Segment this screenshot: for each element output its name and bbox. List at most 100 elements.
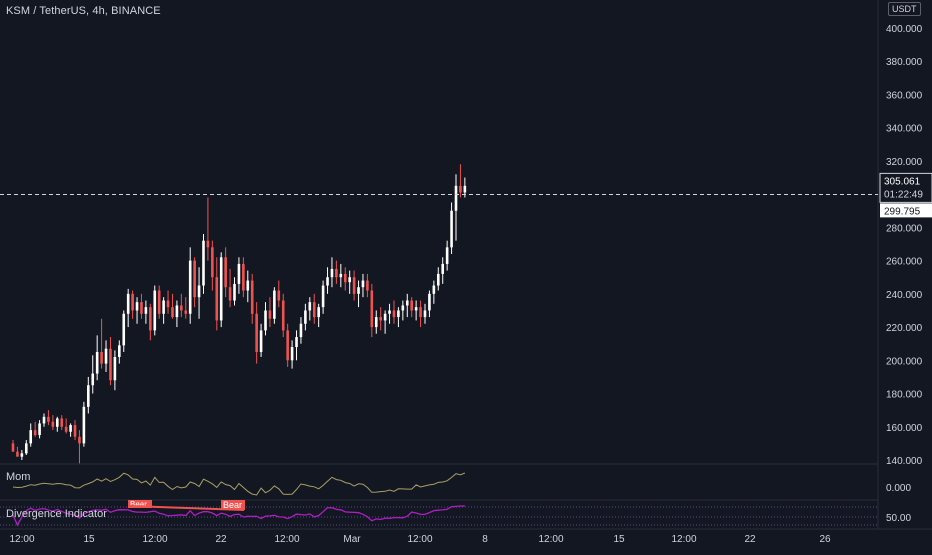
candle-body <box>135 302 139 311</box>
candle-body <box>228 287 232 301</box>
candle-body <box>162 300 165 314</box>
candle-body <box>379 317 382 321</box>
candle-body <box>250 280 254 314</box>
prev-price-label: 299.795 <box>884 206 921 217</box>
x-tick-label: 8 <box>482 534 488 545</box>
candle-body <box>432 285 436 294</box>
candle-body <box>242 263 245 291</box>
y-tick-label: 380.000 <box>886 57 923 68</box>
countdown-label: 01:22:49 <box>884 189 923 200</box>
last-price-box <box>879 172 932 203</box>
candle-body <box>51 421 55 427</box>
candle-body <box>335 268 338 278</box>
candle-body <box>206 240 210 248</box>
candle-body <box>339 273 343 278</box>
candle-body <box>69 425 72 432</box>
candle-body <box>144 307 148 314</box>
candle-body <box>295 337 298 348</box>
y-tick-label: 320.000 <box>886 157 923 168</box>
candle-body <box>441 263 445 274</box>
candle-body <box>370 290 374 328</box>
candle-body <box>312 302 316 318</box>
div-line <box>12 505 465 527</box>
pane-dividers <box>0 0 932 530</box>
x-tick-label: 26 <box>819 534 831 545</box>
candle-body <box>219 257 223 321</box>
candle-body <box>273 290 276 319</box>
bear-tag-1-label: Bear <box>130 500 147 509</box>
candle-body <box>423 310 427 318</box>
candle-body <box>445 247 449 264</box>
candle-body <box>343 273 347 283</box>
candle-body <box>20 453 24 457</box>
div-axis-label: 50.00 <box>886 513 911 524</box>
candle-body <box>202 240 205 286</box>
candle-body <box>348 277 351 283</box>
symbol-title[interactable]: KSM / TetherUS, 4h, BINANCE <box>6 5 161 17</box>
candle-body <box>78 436 81 444</box>
candle-body <box>366 280 369 291</box>
y-tick-label: 180.000 <box>886 390 923 401</box>
candle-body <box>237 263 241 284</box>
candle-body <box>140 302 143 314</box>
candle-body <box>450 210 453 248</box>
candle-body <box>233 283 236 301</box>
y-tick-label: 260.000 <box>886 257 923 268</box>
candle-body <box>414 307 418 311</box>
mom-pane-label[interactable]: Mom <box>6 471 31 483</box>
mom-axis-label: 0.000 <box>886 483 911 494</box>
candle-body <box>153 290 157 331</box>
candle-body <box>73 425 77 437</box>
candle-body <box>374 317 378 328</box>
candle-body <box>264 310 267 331</box>
currency-badge[interactable]: USDT <box>888 2 921 16</box>
x-tick-label: 12:00 <box>407 534 432 545</box>
y-tick-label: 280.000 <box>886 223 923 234</box>
candle-body <box>304 310 307 324</box>
y-tick-label: 340.000 <box>886 124 923 135</box>
candle-body <box>436 273 440 286</box>
candle-body <box>215 277 219 321</box>
candle-body <box>193 260 196 298</box>
candle-body <box>175 305 179 318</box>
candle-body <box>326 277 329 286</box>
x-tick-label: Mar <box>343 534 361 545</box>
candle-body <box>184 310 188 314</box>
x-tick-label: 12:00 <box>142 534 167 545</box>
y-tick-label: 360.000 <box>886 90 923 101</box>
candle-body <box>277 290 281 301</box>
y-tick-label: 160.000 <box>886 423 923 434</box>
candle-series <box>11 164 467 464</box>
candle-body <box>157 290 161 314</box>
x-tick-label: 15 <box>613 534 625 545</box>
divergence-pane-label[interactable]: Divergence Indicator <box>6 508 107 520</box>
candle-body <box>100 352 103 364</box>
bear-tag-2-label: Bear <box>223 500 242 510</box>
candle-body <box>126 293 130 314</box>
x-tick-label: 22 <box>744 534 756 545</box>
candle-body <box>224 257 227 288</box>
candle-body <box>259 330 263 352</box>
candle-body <box>47 416 50 422</box>
y-tick-label: 140.000 <box>886 456 923 467</box>
y-tick-label: 240.000 <box>886 290 923 301</box>
candle-body <box>166 300 170 308</box>
candle-body <box>290 347 294 361</box>
candle-body <box>299 323 303 338</box>
candle-body <box>87 385 90 407</box>
candle-body <box>95 352 99 374</box>
candle-body <box>401 305 405 311</box>
candle-body <box>388 310 391 314</box>
candle-body <box>317 307 320 318</box>
candle-body <box>392 310 396 318</box>
bear-tag-2 <box>221 500 245 510</box>
candle-body <box>64 426 68 432</box>
candle-body <box>60 418 64 427</box>
candle-body <box>463 185 467 193</box>
candle-body <box>16 451 19 457</box>
candle-body <box>330 268 334 278</box>
x-tick-label: 12:00 <box>671 534 696 545</box>
axes: 400.000380.000360.000340.000320.000300.0… <box>9 24 922 545</box>
